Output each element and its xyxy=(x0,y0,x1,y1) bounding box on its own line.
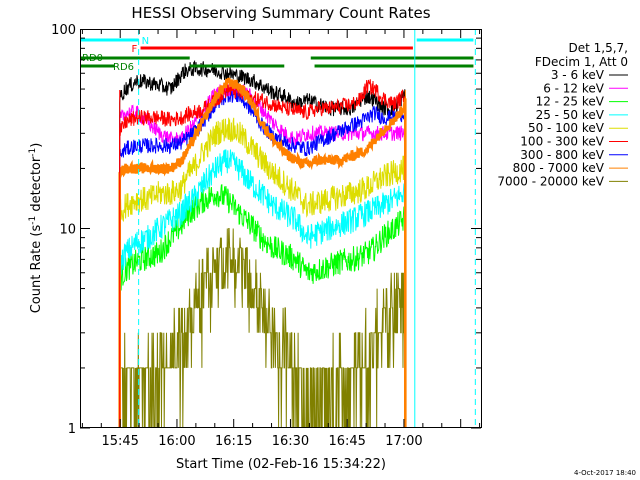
footer-timestamp: 4-Oct-2017 18:40 xyxy=(574,469,636,477)
series-line-12-25keV xyxy=(119,184,406,428)
legend-label: 300 - 800 keV xyxy=(520,148,604,162)
x-tick-label: 16:00 xyxy=(158,434,195,449)
series-line-7000-20000keV xyxy=(119,228,406,428)
legend-label: 25 - 50 keV xyxy=(536,108,605,122)
x-tick-label: 17:00 xyxy=(385,434,422,449)
legend-header-2: FDecim 1, Att 0 xyxy=(535,55,628,69)
night-label: N xyxy=(142,36,149,47)
legend-label: 100 - 300 keV xyxy=(520,135,604,149)
legend-label: 800 - 7000 keV xyxy=(513,161,605,175)
x-tick-label: 16:45 xyxy=(328,434,365,449)
y-tick-label: 10 xyxy=(59,223,76,238)
x-axis: 15:45 16:00 16:15 16:30 16:45 17:00 xyxy=(81,29,481,449)
legend-header-1: Det 1,5,7, xyxy=(569,41,629,55)
series-line-6-12keV xyxy=(119,81,406,428)
chart-title: HESSI Observing Summary Count Rates xyxy=(131,4,430,22)
x-axis-label: Start Time (02-Feb-16 15:34:22) xyxy=(176,457,386,472)
legend-label: 50 - 100 keV xyxy=(528,121,605,135)
series-line-25-50keV xyxy=(119,149,406,428)
series-line-100-300keV xyxy=(119,79,406,428)
series-line-800-7000keV xyxy=(118,77,407,428)
x-tick-label: 16:30 xyxy=(272,434,309,449)
x-tick-label: 16:15 xyxy=(215,434,252,449)
rd6-label: RD6 xyxy=(113,62,134,73)
y-tick-label: 100 xyxy=(51,23,76,38)
legend-label: 12 - 25 keV xyxy=(536,95,605,109)
legend-label: 3 - 6 keV xyxy=(551,68,605,82)
y-tick-label: 1 xyxy=(68,422,76,437)
flare-label: F xyxy=(132,44,138,55)
y-axis-label: Count Rate (s-1 detector-1) xyxy=(28,143,44,314)
legend-label: 7000 - 20000 keV xyxy=(497,174,604,188)
rd0-label: RD0 xyxy=(82,53,103,64)
series-line-50-100keV xyxy=(119,117,406,428)
legend-label: 6 - 12 keV xyxy=(543,81,605,95)
y-axis: 1 10 100 xyxy=(51,23,481,437)
x-tick-label: 15:45 xyxy=(101,434,138,449)
